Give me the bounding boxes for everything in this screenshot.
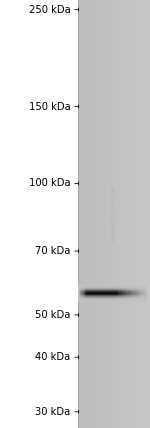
Bar	[95, 0, 96, 428]
Bar	[98, 0, 100, 428]
Bar	[148, 0, 149, 428]
Text: 100 kDa: 100 kDa	[29, 178, 70, 188]
Bar	[121, 0, 122, 428]
Bar	[84, 0, 85, 428]
Bar	[115, 0, 116, 428]
Bar	[92, 0, 94, 428]
Bar	[128, 0, 130, 428]
Bar	[134, 0, 136, 428]
Bar	[103, 0, 104, 428]
Bar	[102, 0, 103, 428]
Bar	[114, 0, 115, 428]
Bar	[118, 0, 119, 428]
Bar	[136, 0, 137, 428]
Bar	[149, 0, 150, 428]
Text: 30 kDa: 30 kDa	[35, 407, 70, 417]
Bar	[112, 0, 113, 428]
Bar	[120, 0, 121, 428]
Bar	[125, 0, 126, 428]
Bar	[109, 0, 110, 428]
Bar	[106, 0, 107, 428]
Bar	[79, 0, 80, 428]
Bar	[94, 0, 95, 428]
Text: 40 kDa: 40 kDa	[35, 352, 70, 362]
Bar	[132, 0, 133, 428]
Bar	[90, 0, 91, 428]
Bar	[126, 0, 127, 428]
Bar	[130, 0, 131, 428]
Bar	[86, 0, 88, 428]
Text: 50 kDa: 50 kDa	[35, 310, 70, 320]
Text: WWW.FTGLAE.COM: WWW.FTGLAE.COM	[111, 186, 117, 242]
Bar	[127, 0, 128, 428]
Bar	[107, 0, 108, 428]
Bar	[82, 0, 83, 428]
Bar	[119, 0, 120, 428]
Bar	[137, 0, 138, 428]
Bar	[101, 0, 102, 428]
Bar	[133, 0, 134, 428]
Bar	[122, 0, 124, 428]
Bar	[131, 0, 132, 428]
Bar	[146, 0, 148, 428]
Bar	[104, 0, 106, 428]
Bar	[140, 0, 142, 428]
Bar	[124, 0, 125, 428]
Bar	[108, 0, 109, 428]
Bar	[110, 0, 112, 428]
Text: 70 kDa: 70 kDa	[35, 246, 70, 256]
Bar	[142, 0, 143, 428]
Bar	[143, 0, 144, 428]
Bar	[116, 0, 118, 428]
Bar	[80, 0, 82, 428]
Bar	[144, 0, 145, 428]
Bar	[88, 0, 89, 428]
Bar	[78, 0, 79, 428]
Bar	[145, 0, 146, 428]
Bar	[139, 0, 140, 428]
Text: 250 kDa: 250 kDa	[29, 5, 70, 15]
Bar	[100, 0, 101, 428]
Bar	[97, 0, 98, 428]
Bar	[83, 0, 84, 428]
Bar	[85, 0, 86, 428]
Bar	[113, 0, 114, 428]
Bar	[89, 0, 90, 428]
Text: 150 kDa: 150 kDa	[29, 101, 70, 112]
Bar	[96, 0, 97, 428]
Bar	[138, 0, 139, 428]
Bar	[91, 0, 92, 428]
